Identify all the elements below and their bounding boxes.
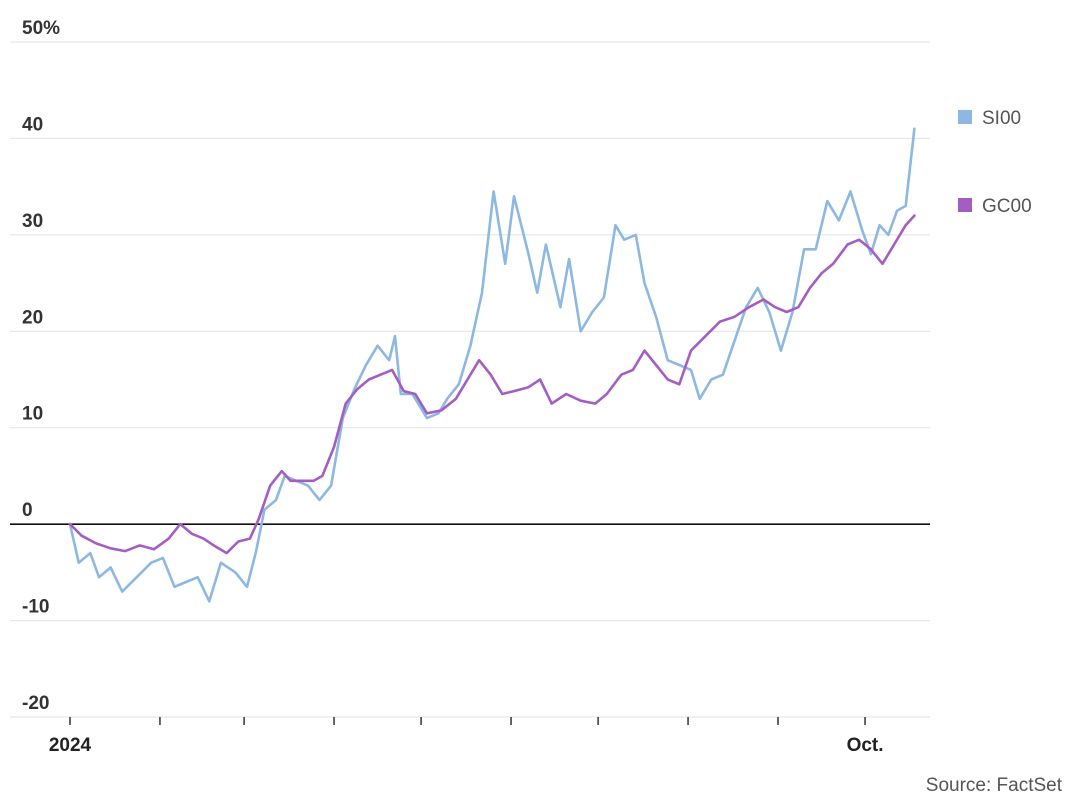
x-tick-label: Oct.	[847, 735, 884, 756]
y-tick-label: 0	[22, 500, 33, 521]
y-tick-label: 20	[22, 307, 43, 328]
y-tick-label: 10	[22, 404, 43, 425]
source-note: Source: FactSet	[925, 775, 1062, 796]
y-tick-label: 50%	[22, 18, 60, 39]
legend-swatch-si00	[958, 110, 972, 124]
y-tick-label: -10	[22, 597, 49, 618]
legend-label-si00: SI00	[982, 108, 1021, 129]
gridlines	[10, 41, 930, 718]
series-line-gc00	[68, 214, 916, 555]
series-lines	[68, 127, 916, 603]
x-axis-ticks: 2024 Oct.	[49, 717, 884, 756]
legend-label-gc00: GC00	[982, 196, 1032, 217]
series-line-si00	[68, 127, 916, 603]
x-tick-label: 2024	[49, 735, 92, 756]
y-tick-label: 30	[22, 211, 43, 232]
y-tick-label: 40	[22, 114, 43, 135]
legend-swatch-gc00	[958, 198, 972, 212]
legend: SI00 GC00	[958, 108, 1032, 217]
y-axis-ticks: -20 -10 0 10 20 30 40 50%	[22, 18, 60, 714]
y-tick-label: -20	[22, 693, 49, 714]
